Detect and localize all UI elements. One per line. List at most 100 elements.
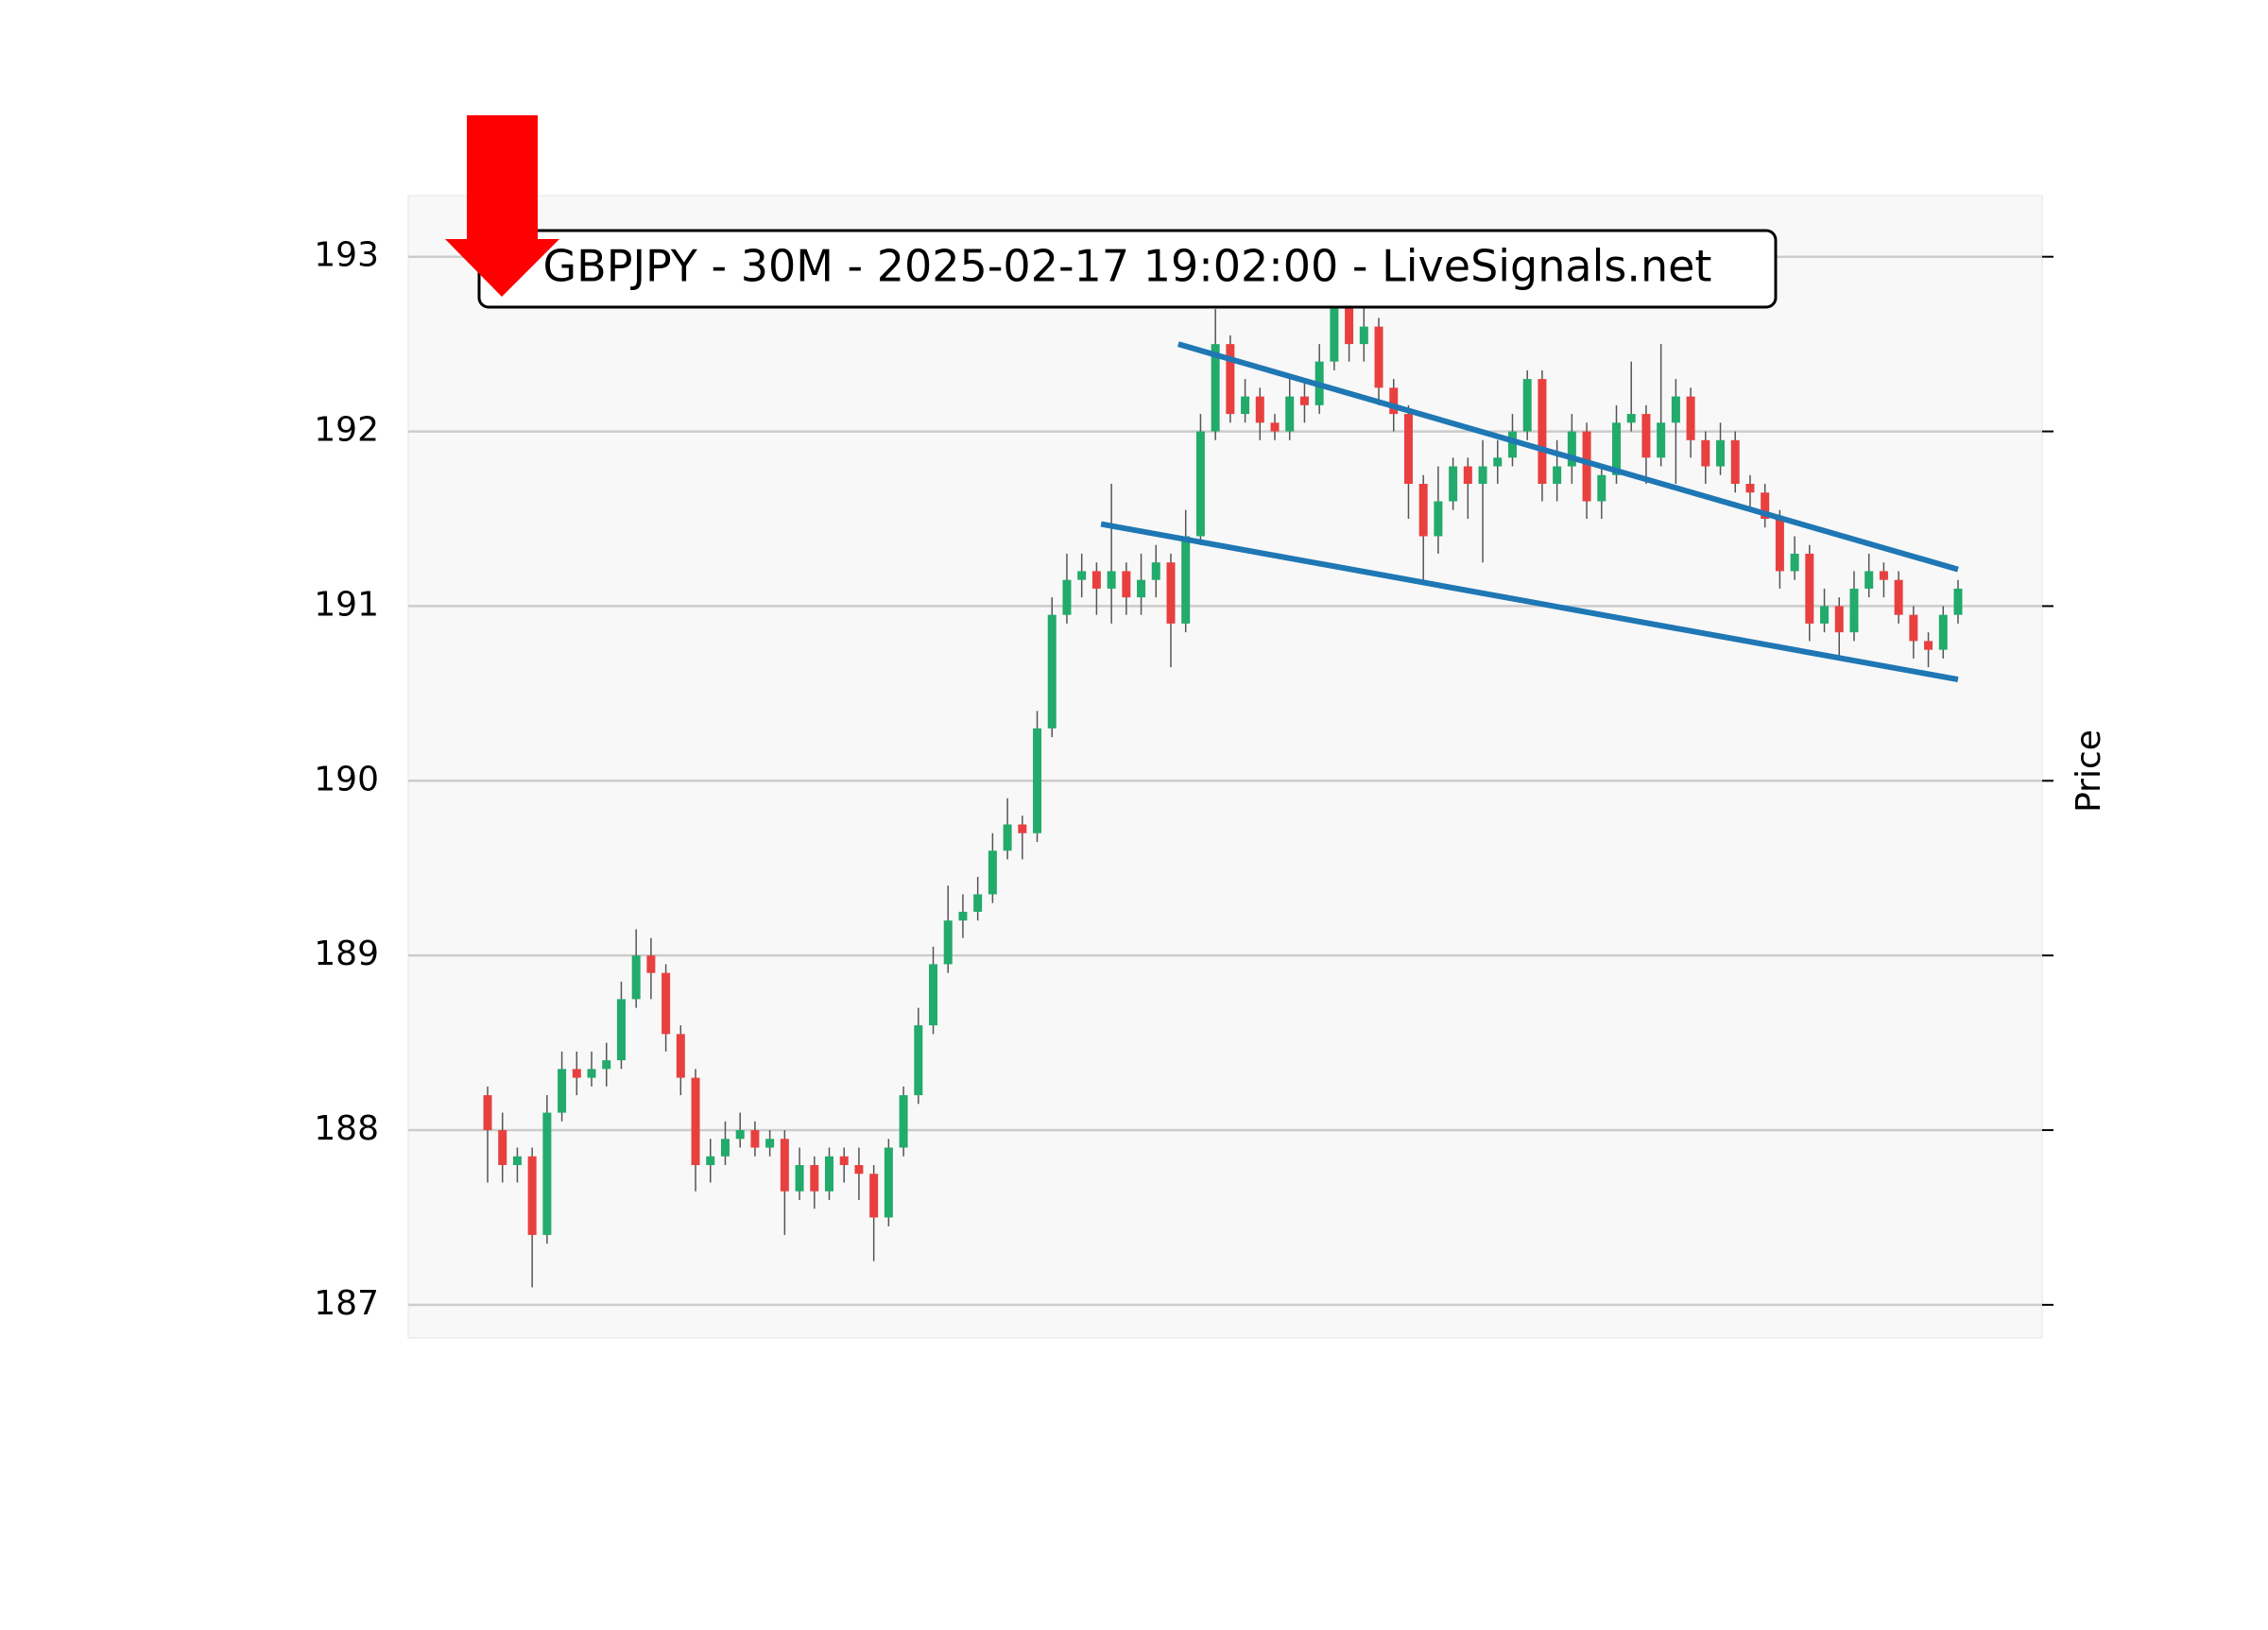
- signal-arrow: [445, 115, 559, 297]
- candle-body: [1463, 466, 1472, 485]
- candle-body: [1195, 431, 1205, 537]
- candle-body: [631, 955, 641, 1000]
- candle-body: [765, 1139, 775, 1148]
- y-tick-label: 189: [314, 935, 379, 973]
- candle-body: [1418, 484, 1428, 537]
- candle-body: [1716, 439, 1726, 467]
- trendline: [1100, 521, 1959, 683]
- candle-body: [1166, 562, 1176, 624]
- candle-body: [973, 894, 983, 912]
- candle-body: [899, 1095, 908, 1148]
- candle-body: [1122, 571, 1131, 598]
- candle-body: [1924, 641, 1933, 650]
- candle-body: [1730, 439, 1740, 485]
- candle-body: [646, 955, 656, 973]
- candle-body: [1507, 431, 1517, 458]
- candle-body: [1091, 571, 1101, 589]
- candle-body: [1522, 379, 1532, 432]
- candle-body: [1849, 588, 1859, 633]
- candle-body: [1359, 326, 1368, 345]
- candle-body: [1434, 501, 1443, 537]
- candle-body: [735, 1130, 745, 1140]
- candle-body: [1626, 414, 1636, 423]
- candle-body: [1270, 422, 1280, 432]
- candle-body: [750, 1130, 760, 1148]
- candle-body: [676, 1034, 685, 1078]
- candle-body: [1671, 396, 1680, 423]
- candle-body: [1761, 492, 1770, 519]
- candle-body: [1345, 274, 1354, 345]
- candle-body: [1107, 571, 1116, 589]
- candle-body: [1701, 439, 1710, 467]
- trendline: [1177, 341, 1959, 573]
- candle-body: [1137, 579, 1146, 598]
- candle-body: [1775, 518, 1784, 572]
- candle-body: [1538, 379, 1547, 485]
- candle-body: [1597, 474, 1606, 502]
- candle-body: [527, 1156, 537, 1235]
- candle-body: [958, 911, 968, 921]
- candle-body: [1938, 614, 1948, 650]
- y-tick-label: 193: [314, 236, 379, 275]
- candle-body: [780, 1139, 789, 1192]
- candle-body: [1330, 274, 1339, 362]
- y-axis-label: Price: [2070, 729, 2108, 813]
- y-tick-label: 192: [314, 411, 379, 450]
- candle-body: [1181, 536, 1191, 624]
- candle-body: [1299, 396, 1309, 405]
- y-axis: 187 188 189 190 191 192 193: [314, 236, 2053, 1323]
- candle-body: [1820, 606, 1830, 624]
- candle-body: [839, 1156, 849, 1165]
- candle-body: [1062, 579, 1072, 615]
- candle-body: [572, 1069, 581, 1078]
- candle-body: [616, 999, 626, 1061]
- candle-body: [1389, 387, 1399, 415]
- candle-body: [558, 1069, 567, 1113]
- candle-body: [1403, 414, 1413, 485]
- candle-body: [1151, 562, 1160, 580]
- candle-body: [1047, 614, 1057, 729]
- candle-body: [1285, 396, 1295, 432]
- candle-body: [1745, 484, 1755, 493]
- candle-body: [542, 1112, 552, 1235]
- candle-body: [602, 1060, 611, 1070]
- candle-body: [1241, 396, 1250, 415]
- candle-body: [1686, 396, 1695, 440]
- candle-body: [691, 1077, 700, 1165]
- candle-body: [1018, 824, 1027, 833]
- candle-body: [720, 1139, 730, 1157]
- candle-body: [1553, 466, 1562, 485]
- candle-body: [1255, 396, 1264, 423]
- candle-body: [795, 1164, 804, 1192]
- candle-body: [854, 1164, 864, 1175]
- candle-body: [1374, 326, 1383, 388]
- candle-body: [1478, 466, 1487, 485]
- candle-body: [1033, 728, 1042, 833]
- candle-body: [587, 1069, 596, 1078]
- candle-body: [1582, 431, 1591, 502]
- candle-body: [988, 850, 997, 895]
- candle-body: [943, 920, 953, 965]
- candle-body: [1657, 422, 1666, 458]
- candle-body: [810, 1164, 819, 1192]
- candle-body: [1493, 457, 1503, 467]
- candle-body: [1909, 614, 1918, 642]
- candle-body: [1953, 588, 1963, 615]
- candle-body: [884, 1147, 893, 1218]
- candle-body: [512, 1156, 522, 1165]
- candle-body: [1879, 571, 1888, 580]
- arrow-shaft: [467, 115, 538, 240]
- candle-body: [1003, 824, 1012, 851]
- candle-body: [929, 964, 938, 1026]
- candle-body: [869, 1174, 879, 1218]
- candle-body: [824, 1156, 833, 1192]
- arrow-head: [445, 239, 559, 297]
- candle-body: [1641, 414, 1651, 458]
- candle-body: [498, 1130, 507, 1165]
- candle-body: [1834, 606, 1844, 633]
- y-tick-label: 188: [314, 1109, 379, 1148]
- candle-body: [1805, 553, 1814, 624]
- candle-body: [706, 1156, 715, 1165]
- candle-body: [1864, 571, 1874, 589]
